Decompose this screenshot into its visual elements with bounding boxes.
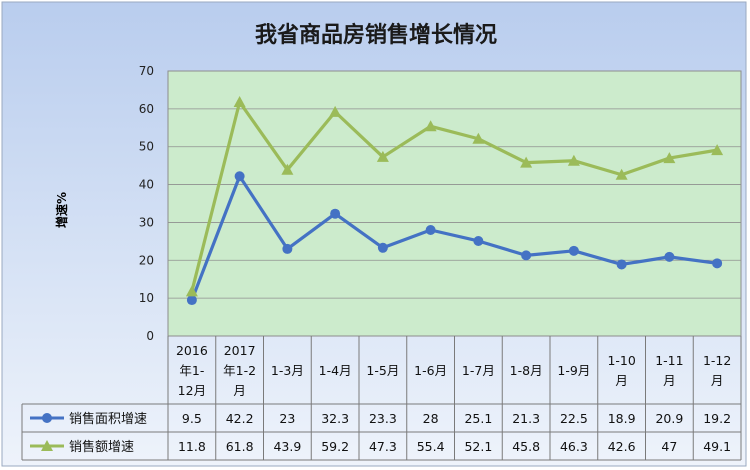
- data-point-triangle: [281, 163, 294, 175]
- table-value: 59.2: [321, 439, 349, 454]
- data-point-circle: [616, 259, 627, 270]
- plot-area: [167, 70, 742, 337]
- data-point-triangle: [711, 144, 724, 156]
- legend-entry: 销售面积增速: [69, 411, 147, 427]
- y-tick-label: 50: [139, 140, 154, 154]
- table-value: 61.8: [226, 439, 254, 454]
- data-point-circle: [473, 235, 484, 246]
- table-value: 22.5: [560, 411, 588, 426]
- data-point-triangle: [185, 285, 198, 297]
- series-layer: [185, 96, 724, 306]
- chart-title: 我省商品房销售增长情况: [255, 22, 497, 48]
- data-point-triangle: [329, 105, 342, 117]
- data-point-circle: [186, 295, 197, 306]
- y-tick-label: 20: [139, 253, 154, 267]
- table-value: 11.8: [178, 439, 206, 454]
- category-label: 1-7月: [462, 363, 495, 378]
- table-value: 19.2: [703, 411, 731, 426]
- table-value: 43.9: [273, 439, 301, 454]
- category-label: 月: [615, 373, 628, 388]
- category-label: 1-6月: [414, 363, 447, 378]
- table-value: 42.2: [226, 411, 254, 426]
- series-line-2: [190, 100, 718, 292]
- table-value: 23: [279, 411, 295, 426]
- y-tick-label: 0: [146, 329, 154, 343]
- category-label: 月: [233, 383, 246, 398]
- category-label: 1-11: [655, 353, 683, 368]
- category-label: 1-5月: [366, 363, 399, 378]
- table-value: 49.1: [703, 439, 731, 454]
- table-value: 21.3: [512, 411, 540, 426]
- legend-key-circle: [42, 413, 52, 423]
- table-value: 28: [423, 411, 439, 426]
- table-value: 20.9: [655, 411, 683, 426]
- category-label: 12月: [178, 383, 206, 398]
- data-point-circle: [330, 208, 341, 219]
- legend-entry: 销售额增速: [69, 439, 134, 455]
- table-value: 52.1: [464, 439, 492, 454]
- y-tick-label: 70: [139, 64, 154, 78]
- data-point-circle: [425, 225, 436, 235]
- table-value: 55.4: [417, 439, 445, 454]
- category-label: 1-3月: [271, 363, 304, 378]
- category-label: 年1-: [179, 363, 204, 378]
- data-point-circle: [568, 245, 579, 256]
- category-label: 2017: [224, 343, 256, 358]
- table-value: 25.1: [464, 411, 492, 426]
- y-axis-ticks: 0 10 20 30 40 50 60 70: [139, 64, 154, 343]
- data-point-triangle: [663, 152, 676, 164]
- y-tick-label: 30: [139, 215, 154, 229]
- category-label: 1-8月: [510, 363, 543, 378]
- category-label: 1-10: [607, 353, 635, 368]
- data-point-triangle: [567, 154, 580, 166]
- y-tick-label: 10: [139, 291, 154, 305]
- series-line-1: [190, 174, 718, 301]
- data-point-triangle: [615, 168, 628, 180]
- data-point-triangle: [472, 132, 485, 144]
- data-point-circle: [712, 258, 723, 269]
- table-value: 47.3: [369, 439, 397, 454]
- data-point-circle: [521, 250, 532, 261]
- table-value: 45.8: [512, 439, 540, 454]
- data-point-circle: [234, 171, 245, 182]
- table-value: 46.3: [560, 439, 588, 454]
- legend-key-triangle: [41, 440, 53, 451]
- data-point-circle: [664, 251, 675, 262]
- category-label: 月: [711, 373, 724, 388]
- y-axis-label: 增速%: [54, 192, 69, 228]
- category-label: 1-9月: [557, 363, 590, 378]
- data-point-triangle: [424, 120, 437, 132]
- table-value: 9.5: [182, 411, 202, 426]
- table-value: 42.6: [608, 439, 636, 454]
- y-tick-label: 40: [139, 178, 154, 192]
- data-point-triangle: [520, 156, 533, 168]
- table-value: 18.9: [608, 411, 636, 426]
- category-label: 1-12: [703, 353, 731, 368]
- table-value: 32.3: [321, 411, 349, 426]
- data-point-circle: [377, 242, 388, 253]
- table-value: 47: [661, 439, 677, 454]
- data-point-triangle: [376, 150, 389, 162]
- category-label: 年1-2: [223, 363, 256, 378]
- category-label: 1-4月: [319, 363, 352, 378]
- table-value: 23.3: [369, 411, 397, 426]
- y-tick-label: 60: [139, 102, 154, 116]
- data-point-circle: [282, 243, 293, 254]
- data-table: 2016 年1- 12月 2017 年1-2 月 1-3月 1-4月 1-5月 1-6月 1-7月 1…: [21, 336, 742, 461]
- category-label: 2016: [176, 343, 208, 358]
- data-point-triangle: [233, 96, 246, 108]
- category-label: 月: [663, 373, 676, 388]
